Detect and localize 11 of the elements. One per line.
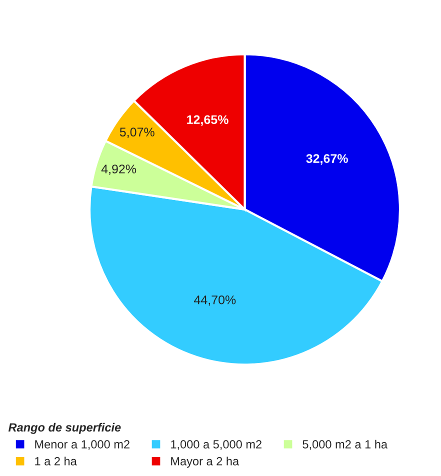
legend-label: 1,000 a 5,000 m2 (171, 440, 262, 450)
legend-label: Menor a 1,000 m2 (35, 440, 130, 450)
legend-label: 5,000 m2 a 1 ha (302, 440, 388, 450)
legend-title: Rango de superficie (8, 422, 121, 434)
data-label: 12,65% (187, 115, 228, 126)
data-label: 32,67% (306, 154, 348, 165)
data-label: 5,07% (120, 128, 154, 138)
legend-label: 1 a 2 ha (35, 456, 77, 466)
data-label: 44,70% (194, 295, 236, 306)
legend-label: Mayor a 2 ha (171, 456, 240, 468)
data-label: 4,92% (101, 164, 136, 175)
